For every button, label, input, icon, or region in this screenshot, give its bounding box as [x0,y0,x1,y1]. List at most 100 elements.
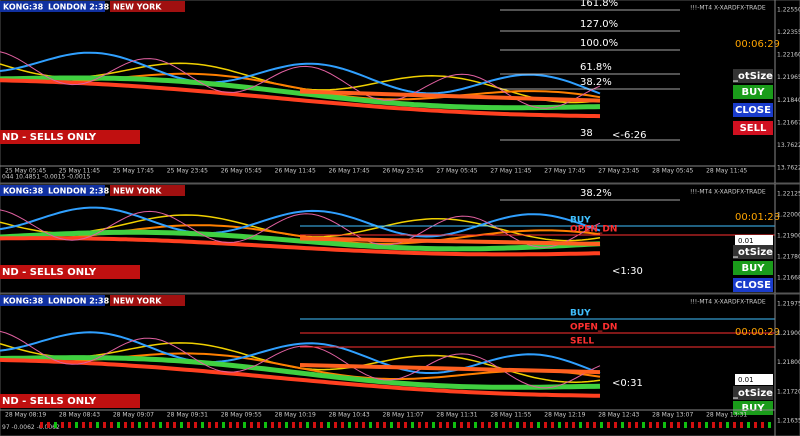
lot-input[interactable] [735,374,773,385]
histogram-bar [593,422,596,428]
time-label: 28 May 13:31 [706,412,747,419]
histogram-bar [467,422,470,428]
time-label: 28 May 08:19 [5,412,46,419]
histogram-bar [110,422,113,428]
price-line [0,229,601,252]
histogram-bar [138,422,141,428]
histogram-bar [656,422,659,428]
button[interactable] [733,85,773,99]
button[interactable] [733,69,773,83]
button[interactable] [733,103,773,117]
histogram-bar [488,422,491,428]
histogram-bar [712,422,715,428]
banner-text: ND - SELLS ONLY [2,396,97,407]
histogram-bar [257,422,260,428]
time-label: 28 May 13:07 [652,412,693,419]
time-label: 28 May 09:31 [167,412,208,419]
banner [0,130,140,144]
time-label: 27 May 23:45 [598,168,639,175]
time-label: 27 May 17:45 [544,168,585,175]
histogram-bar [691,422,694,428]
button[interactable] [733,386,773,400]
button-label: CLOSE [735,280,771,291]
histogram-bar [439,422,442,428]
histogram-bar [572,422,575,428]
histogram-bar [271,422,274,428]
session-label: KONG:38 [3,297,44,306]
time-label: 26 May 17:45 [329,168,370,175]
histogram-bar [89,422,92,428]
time-label: 28 May 09:07 [113,412,154,419]
fib-label: 100.0% [580,38,618,49]
session-label: NEW YORK [113,3,162,12]
indicator-values: 044 10.4851 -0.0015 -0.0015 [2,174,90,181]
histogram-bar [600,422,603,428]
histogram-bar [649,422,652,428]
lot-input[interactable] [735,235,773,246]
chart-label: SELL [570,337,594,347]
button[interactable] [733,261,773,275]
price-label: 1.21668 [777,275,800,282]
button[interactable] [733,401,773,415]
time-label: 26 May 23:45 [383,168,424,175]
price-label: 1.21780 [777,254,800,261]
button-label: _otSize [733,71,773,82]
histogram-bar [390,422,393,428]
histogram-bar [516,422,519,428]
session-label: KONG:38 [3,187,44,196]
button-label: SELL [740,123,767,134]
price-line [0,51,601,95]
histogram-bar [607,422,610,428]
histogram-bar [40,422,43,428]
time-label: 28 May 11:45 [706,168,747,175]
histogram-bar [222,422,225,428]
histogram-bar [124,422,127,428]
session-label: LONDON 2:38 [48,297,110,306]
session-box [110,295,185,306]
button-label: _otSize [733,388,773,399]
price-label: 13.7622 [777,142,800,149]
histogram-bar [166,422,169,428]
price-label: 13.7622 [777,165,800,172]
histogram-bar [446,422,449,428]
indicator-title: !!!-MT4 X-XARDFX-TRADE [690,299,766,306]
time-label: 28 May 11:31 [436,412,477,419]
histogram-bar [180,422,183,428]
time-label: 28 May 09:55 [221,412,262,419]
button[interactable] [733,121,773,135]
histogram-bar [243,422,246,428]
time-label: 25 May 17:45 [113,168,154,175]
histogram-bar [481,422,484,428]
lot-value: 0.01 [738,237,754,245]
fib-label: 127.0% [580,19,618,30]
fib-label: 38 [580,128,593,139]
button-label: _otSize [733,247,773,258]
time-label: 28 May 12:43 [598,412,639,419]
button[interactable] [733,278,773,292]
time-label: 28 May 12:19 [544,412,585,419]
histogram-bar [453,422,456,428]
histogram-bar [404,422,407,428]
histogram-bar [334,422,337,428]
time-label: 25 May 05:45 [5,168,46,175]
button-label: BUY [742,87,766,98]
time-label: 28 May 08:43 [59,412,100,419]
histogram-bar [362,422,365,428]
indicator-title: !!!-MT4 X-XARDFX-TRADE [690,189,766,196]
button[interactable] [733,245,773,259]
histogram-bar [663,422,666,428]
timer: 00:06:29 [735,39,780,50]
countdown: <-6:26 [612,130,646,141]
session-box [0,295,45,306]
histogram-bar [103,422,106,428]
price-line [0,236,601,257]
session-label: NEW YORK [113,297,162,306]
button-label: CLOSE [735,105,771,116]
price-line [0,78,601,119]
histogram-bar [768,422,771,428]
price-line [299,363,601,375]
histogram-bar [285,422,288,428]
price-label: 1.21900 [777,330,800,337]
time-label: 28 May 11:07 [383,412,424,419]
